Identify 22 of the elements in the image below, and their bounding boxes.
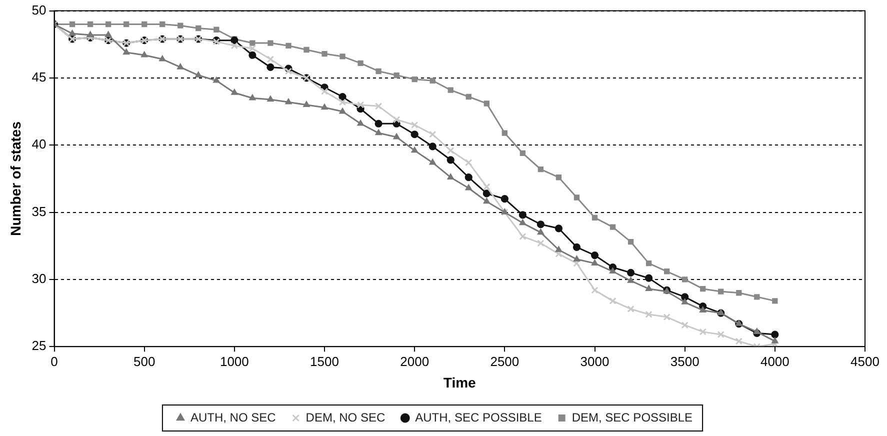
x-tick-label: 1500 [310,354,339,369]
x-tick-label: 3500 [670,354,700,369]
x-axis-title: Time [443,374,476,390]
x-tick-label: 4000 [760,354,790,369]
y-axis-title: Number of states [7,121,24,236]
y-tick-label: 35 [32,204,46,219]
legend-label: DEM, SEC POSSIBLE [572,410,693,424]
x-tick-label: 1000 [220,354,249,369]
legend-label: AUTH, SEC POSSIBLE [415,410,542,424]
legend-label: DEM, NO SEC [306,410,386,424]
y-tick-label: 40 [32,136,46,152]
y-tick-label: 45 [32,70,46,85]
y-tick-label: 30 [32,271,46,286]
x-tick-label: 500 [133,354,156,369]
y-tick-label: 50 [32,2,46,18]
legend-label: AUTH, NO SEC [190,410,276,424]
x-tick-label: 4500 [850,354,880,369]
x-tick-label: 2000 [400,354,430,369]
y-tick-label: 25 [32,338,46,354]
x-tick-label: 3000 [580,354,610,369]
x-tick-label: 2500 [490,354,520,369]
x-tick-label: 0 [50,354,58,369]
